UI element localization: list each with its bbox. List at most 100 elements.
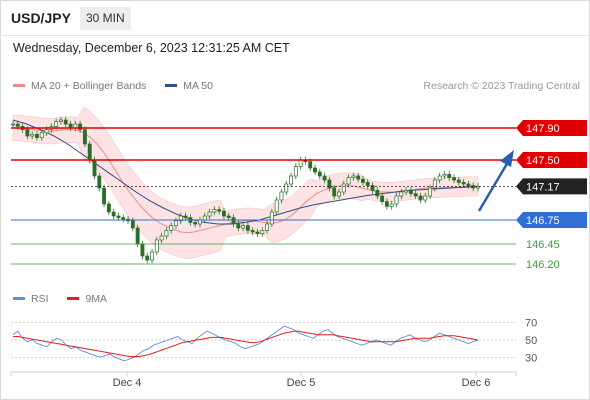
legend-rsi-label: RSI (31, 293, 49, 305)
level-tag (516, 152, 587, 168)
candle-body (456, 179, 461, 183)
rsi-tick-label: 30 (525, 352, 537, 364)
candle-body (279, 191, 284, 201)
level-label: 147.50 (526, 155, 560, 167)
timestamp: Wednesday, December 6, 2023 12:31:25 AM … (13, 41, 290, 55)
candle-body (11, 123, 15, 126)
legend-ma20-label: MA 20 + Bollinger Bands (31, 80, 147, 92)
candle-body (322, 175, 327, 181)
main-legend: MA 20 + Bollinger Bands MA 50 (13, 80, 229, 92)
candle-body (380, 195, 385, 202)
x-tick-label: Dec 6 (462, 377, 491, 389)
symbol-title: USD/JPY (11, 10, 71, 26)
candle-body (135, 227, 140, 245)
candle-body (284, 183, 289, 193)
ma9-swatch (67, 296, 80, 300)
legend-ma20: MA 20 + Bollinger Bands (13, 80, 146, 92)
candle-body (25, 129, 30, 137)
candle-body (298, 159, 303, 167)
candle-body (102, 187, 107, 205)
candle-body (437, 175, 442, 181)
candle-body (447, 174, 452, 178)
candle-body (394, 195, 399, 205)
candle-body (370, 185, 375, 191)
candle-body (466, 183, 471, 186)
chart-header: USD/JPY 30 MIN (0, 0, 590, 36)
level-label: 146.20 (526, 259, 560, 271)
rsi-legend: RSI 9MA (13, 293, 123, 305)
arrow-head (500, 150, 514, 167)
bollinger-band (12, 106, 479, 259)
candle-body (92, 159, 97, 177)
candle-body (471, 185, 476, 189)
candle-body (408, 190, 413, 194)
candle-body (54, 121, 59, 127)
candle-body (452, 177, 456, 181)
candle-body (255, 231, 260, 234)
candle-body (289, 175, 293, 185)
candle-body (351, 175, 356, 178)
candle-body (30, 134, 35, 137)
candle-body (150, 251, 154, 261)
rsi-tick-label: 50 (525, 335, 537, 347)
candle-body (341, 183, 346, 193)
candle-body (260, 230, 265, 234)
candle-body (44, 129, 49, 134)
legend-9ma-label: 9MA (85, 293, 108, 305)
timeframe-badge[interactable]: 30 MIN (80, 7, 131, 30)
candle-body (78, 123, 83, 130)
candle-body (159, 235, 164, 241)
candle-body (245, 225, 250, 231)
candle-body (274, 199, 279, 213)
candle-body (236, 223, 241, 229)
candle-body (169, 225, 174, 231)
candle-body (15, 123, 20, 127)
candle-body (404, 190, 409, 193)
x-tick-label: Dec 5 (287, 377, 316, 389)
candle-body (413, 193, 418, 197)
candle-body (346, 177, 351, 185)
level-label: 147.90 (526, 123, 560, 135)
candle-body (461, 182, 466, 185)
candle-body (178, 215, 183, 222)
candle-body (63, 119, 68, 125)
candle-body (202, 215, 207, 221)
ma50-swatch (165, 83, 178, 87)
candle-body (58, 119, 63, 122)
candle-body (337, 191, 341, 197)
candle-body (82, 129, 87, 145)
candle-body (111, 211, 116, 217)
ma20-swatch (13, 83, 25, 87)
candle-body (432, 179, 437, 189)
candle-body (293, 166, 298, 177)
candle-body (327, 179, 332, 189)
candle-body (250, 230, 255, 233)
candle-body (428, 187, 433, 197)
candle-body (399, 191, 404, 197)
rsi-tick-label: 70 (525, 318, 537, 330)
candle-body (360, 178, 365, 183)
level-label: 147.17 (526, 181, 560, 193)
candle-body (332, 187, 337, 197)
candle-body (221, 210, 226, 217)
legend-rsi: RSI (13, 293, 49, 305)
candle-body (174, 220, 178, 226)
candle-body (241, 225, 246, 229)
candle-body (308, 161, 313, 169)
candle-body (116, 215, 121, 218)
candle-body (375, 190, 380, 197)
candle-body (217, 209, 222, 212)
level-label: 146.75 (526, 215, 560, 227)
candle-body (106, 203, 111, 213)
candle-body (265, 223, 270, 231)
legend-9ma: 9MA (67, 293, 107, 305)
candle-body (442, 174, 447, 177)
level-tag (516, 120, 587, 136)
candle-body (212, 209, 217, 213)
candle-body (231, 217, 236, 225)
candle-body (476, 186, 480, 189)
candle-body (140, 243, 145, 257)
legend-ma50: MA 50 (165, 80, 213, 92)
candle-body (130, 220, 135, 229)
candle-body (384, 201, 389, 207)
